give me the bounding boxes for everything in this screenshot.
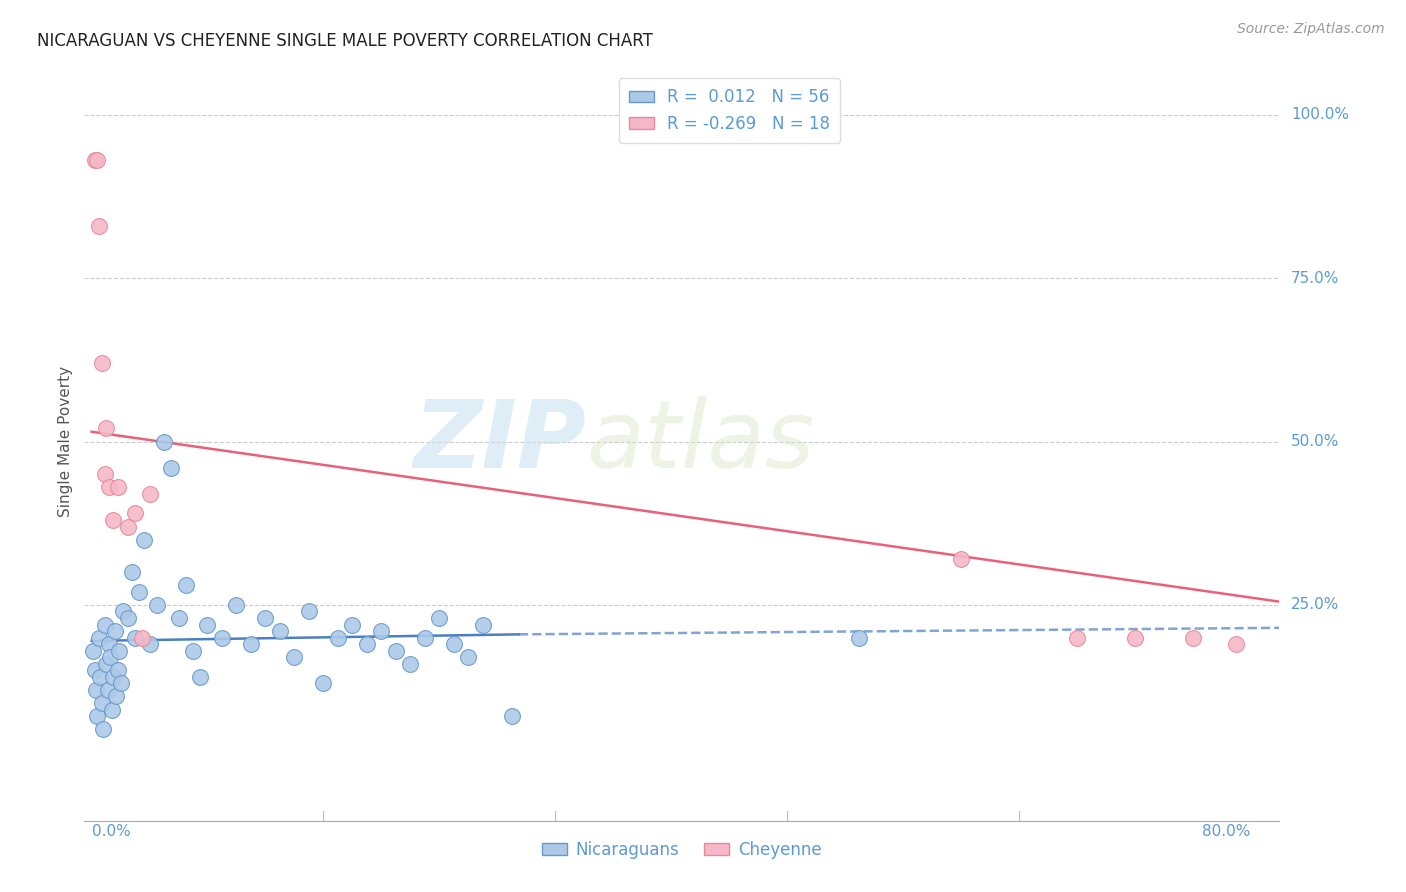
Point — [84, 682, 107, 697]
Point — [124, 631, 146, 645]
Point — [471, 617, 494, 632]
Point — [1123, 631, 1146, 645]
Point — [82, 643, 104, 657]
Point — [100, 650, 122, 665]
Point — [83, 663, 105, 677]
Text: ZIP: ZIP — [413, 395, 586, 488]
Point — [211, 631, 233, 645]
Point — [146, 598, 169, 612]
Point — [87, 631, 110, 645]
Point — [117, 519, 139, 533]
Point — [86, 153, 108, 168]
Point — [356, 637, 378, 651]
Point — [370, 624, 392, 639]
Text: atlas: atlas — [586, 396, 814, 487]
Point — [1225, 637, 1247, 651]
Point — [98, 637, 121, 651]
Point — [93, 617, 115, 632]
Point — [90, 356, 112, 370]
Point — [427, 611, 450, 625]
Point — [138, 637, 160, 651]
Point — [153, 434, 176, 449]
Point — [131, 631, 153, 645]
Point — [269, 624, 291, 639]
Text: 0.0%: 0.0% — [91, 824, 131, 838]
Text: 100.0%: 100.0% — [1291, 107, 1348, 122]
Point — [443, 637, 465, 651]
Point — [132, 533, 155, 547]
Point — [112, 605, 135, 619]
Text: NICARAGUAN VS CHEYENNE SINGLE MALE POVERTY CORRELATION CHART: NICARAGUAN VS CHEYENNE SINGLE MALE POVER… — [37, 32, 652, 50]
Point — [1066, 631, 1088, 645]
Point — [110, 676, 132, 690]
Point — [949, 552, 972, 566]
Point — [103, 670, 125, 684]
Point — [101, 702, 124, 716]
Point — [239, 637, 262, 651]
Point — [501, 709, 523, 723]
Point — [254, 611, 277, 625]
Point — [94, 421, 117, 435]
Point — [174, 578, 197, 592]
Text: 75.0%: 75.0% — [1291, 270, 1340, 285]
Point — [413, 631, 436, 645]
Point — [89, 670, 111, 684]
Point — [104, 624, 127, 639]
Point — [1181, 631, 1204, 645]
Point — [83, 153, 105, 168]
Point — [312, 676, 335, 690]
Point — [107, 663, 129, 677]
Point — [121, 566, 143, 580]
Point — [108, 643, 131, 657]
Point — [91, 722, 114, 736]
Point — [96, 682, 118, 697]
Point — [90, 696, 112, 710]
Point — [103, 513, 125, 527]
Point — [138, 487, 160, 501]
Point — [457, 650, 479, 665]
Point — [86, 709, 108, 723]
Point — [94, 657, 117, 671]
Point — [342, 617, 364, 632]
Point — [181, 643, 204, 657]
Point — [848, 631, 870, 645]
Text: 80.0%: 80.0% — [1202, 824, 1250, 838]
Text: 25.0%: 25.0% — [1291, 598, 1340, 613]
Point — [167, 611, 190, 625]
Point — [105, 690, 128, 704]
Text: Source: ZipAtlas.com: Source: ZipAtlas.com — [1237, 22, 1385, 37]
Point — [98, 480, 121, 494]
Point — [298, 605, 321, 619]
Text: 50.0%: 50.0% — [1291, 434, 1340, 449]
Point — [326, 631, 349, 645]
Point — [225, 598, 247, 612]
Y-axis label: Single Male Poverty: Single Male Poverty — [58, 366, 73, 517]
Point — [197, 617, 219, 632]
Legend: Nicaraguans, Cheyenne: Nicaraguans, Cheyenne — [536, 834, 828, 865]
Point — [124, 507, 146, 521]
Point — [160, 460, 183, 475]
Point — [385, 643, 408, 657]
Point — [117, 611, 139, 625]
Point — [188, 670, 211, 684]
Point — [283, 650, 305, 665]
Point — [128, 585, 150, 599]
Point — [107, 480, 129, 494]
Point — [399, 657, 422, 671]
Point — [87, 219, 110, 233]
Point — [93, 467, 115, 482]
